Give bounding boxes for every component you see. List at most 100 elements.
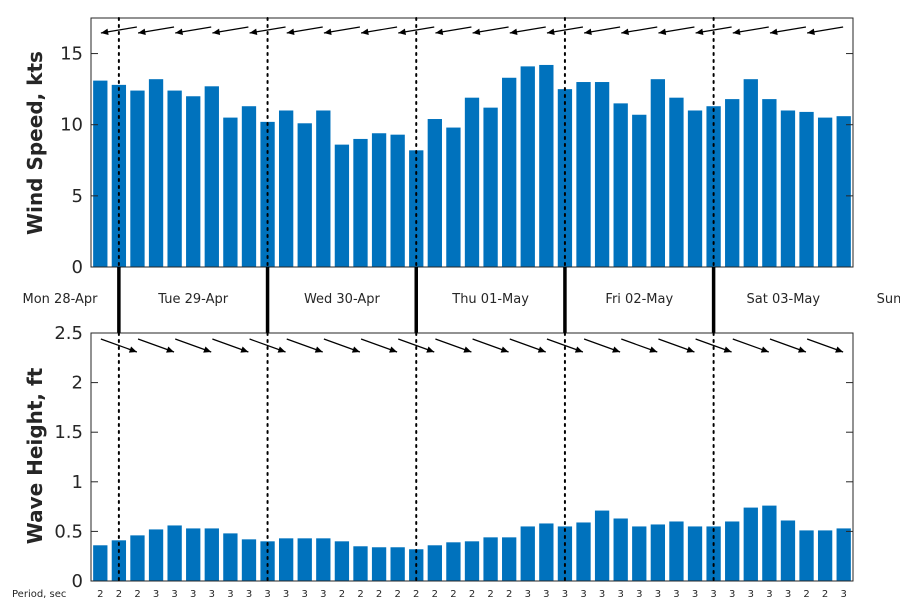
wave-bar	[204, 528, 219, 581]
wave-bar	[93, 545, 108, 581]
wave-arrow-head	[500, 346, 509, 353]
wind-bar	[223, 117, 238, 267]
wave-arrow-head	[240, 346, 249, 353]
period-value: 3	[246, 589, 252, 600]
wave-arrow-head	[760, 346, 769, 353]
period-value: 3	[543, 589, 549, 600]
wind-bar	[111, 84, 127, 268]
wave-y-tick-label: 2.5	[54, 323, 83, 344]
wind-arrow-head	[807, 28, 815, 35]
wind-y-tick-label: 15	[60, 44, 83, 65]
wave-arrow-head	[835, 346, 844, 353]
wind-bar	[669, 97, 684, 268]
wave-bar	[632, 526, 647, 581]
wind-arrow-head	[361, 28, 369, 35]
period-value: 3	[525, 589, 531, 600]
wave-bar	[613, 518, 628, 581]
period-value: 2	[357, 589, 363, 600]
wave-bar	[725, 521, 740, 581]
wave-bar	[353, 546, 368, 581]
wave-bar	[167, 525, 182, 581]
wind-bar	[743, 79, 758, 268]
wind-bar	[297, 123, 312, 267]
wave-bar	[502, 537, 517, 581]
day-label: Thu 01-May	[451, 292, 529, 307]
wind-bar	[613, 103, 628, 268]
period-value: 3	[153, 589, 159, 600]
wave-bar	[557, 526, 573, 581]
period-value: 3	[673, 589, 679, 600]
wave-arrow-head	[798, 346, 806, 353]
wind-bar	[390, 134, 405, 267]
wind-bar	[204, 86, 219, 267]
wind-arrow-head	[138, 28, 146, 35]
period-value: 2	[413, 589, 419, 600]
wind-arrow-head	[769, 28, 778, 35]
wind-bar	[167, 90, 182, 267]
wind-bar	[502, 77, 517, 267]
wave-bar	[278, 538, 294, 581]
wind-speed-panel: 0 5 10 15	[60, 17, 854, 278]
period-value: 3	[171, 589, 177, 600]
wave-bar	[260, 541, 275, 581]
wind-arrow-head	[472, 28, 481, 35]
period-value: 2	[506, 589, 512, 600]
period-value: 3	[729, 589, 735, 600]
period-value: 3	[618, 589, 624, 600]
wave-y-tick-label: 0	[72, 571, 83, 592]
wave-arrow-head	[351, 346, 360, 353]
wind-arrow-head	[658, 28, 667, 35]
period-value: 3	[227, 589, 233, 600]
period-value: 3	[766, 589, 772, 600]
wind-bar	[780, 110, 796, 268]
period-value: 2	[134, 589, 140, 600]
wave-bar	[650, 524, 666, 581]
wave-bar	[186, 528, 201, 581]
day-label: Sun	[877, 292, 900, 307]
period-value: 2	[339, 589, 345, 600]
period-value: 2	[432, 589, 438, 600]
wave-arrow-head	[612, 346, 621, 353]
wave-arrow-head	[166, 346, 175, 353]
wave-bar	[446, 542, 461, 581]
wave-y-axis-label: Wave Height, ft	[23, 367, 47, 544]
wave-y-tick-label: 0.5	[54, 521, 83, 542]
wind-bar	[316, 110, 331, 268]
wave-bar	[539, 523, 554, 581]
wind-bar	[576, 82, 591, 267]
period-value: 3	[283, 589, 289, 600]
wind-bar	[334, 144, 350, 267]
wind-bar	[464, 97, 480, 268]
day-band: Mon 28-Apr Tue 29-Apr Wed 30-Apr Thu 01-May…	[23, 267, 900, 333]
wave-bar	[780, 520, 796, 581]
wind-bar	[539, 64, 554, 267]
period-value: 3	[692, 589, 698, 600]
day-label: Sat 03-May	[747, 292, 821, 307]
wind-bar	[762, 99, 777, 267]
wind-bar	[446, 127, 461, 267]
wave-bar	[706, 526, 721, 581]
wave-arrow-head	[277, 346, 286, 353]
wave-bar	[817, 530, 833, 581]
wind-bar	[817, 117, 833, 267]
wind-y-tick-label: 10	[60, 115, 83, 136]
period-value: 3	[302, 589, 308, 600]
wave-axes-box	[90, 332, 854, 582]
period-value: 2	[450, 589, 456, 600]
wind-bar	[687, 110, 703, 268]
wind-bar	[799, 111, 814, 267]
day-label: Mon 28-Apr	[23, 292, 99, 307]
wind-y-tick-label: 5	[72, 186, 83, 207]
wind-arrow-head	[435, 28, 444, 35]
period-value: 3	[580, 589, 586, 600]
wave-bar	[390, 547, 405, 581]
wave-bar	[520, 526, 535, 581]
wind-bar	[650, 79, 666, 268]
wave-bar	[576, 522, 591, 581]
wave-bar	[297, 538, 312, 581]
wave-y-tick-label: 2	[72, 373, 83, 394]
wind-arrow-head	[509, 28, 518, 35]
wind-bar	[241, 106, 257, 267]
